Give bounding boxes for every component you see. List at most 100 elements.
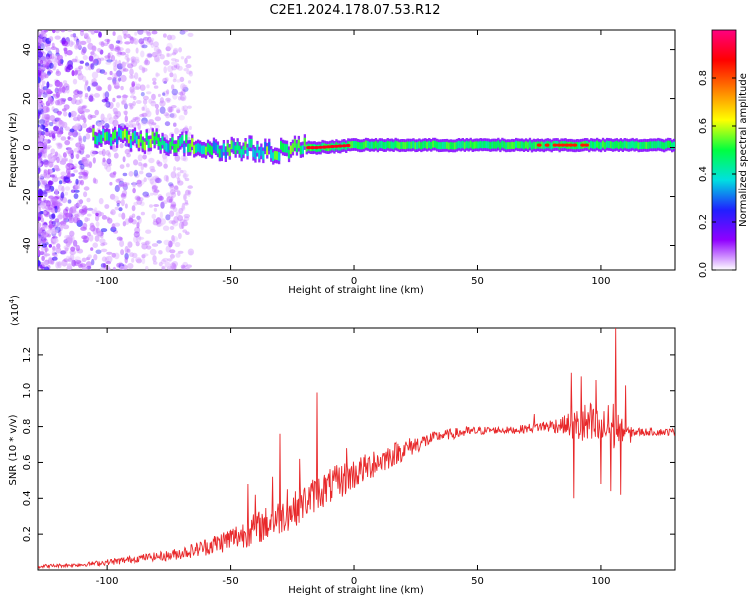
ridge-band-inner	[420, 142, 423, 150]
noise-dot	[60, 192, 65, 199]
noise-dot	[88, 161, 93, 169]
noise-dot	[73, 193, 79, 200]
noise-dot	[121, 61, 125, 69]
noise-dot	[151, 165, 155, 173]
ridge-band-inner	[495, 141, 498, 149]
noise-dot	[56, 156, 60, 163]
noise-dot	[80, 49, 86, 56]
noise-dot	[123, 33, 127, 40]
ridge-band-inner	[116, 135, 119, 145]
noise-dot	[75, 43, 82, 49]
noise-dot	[162, 77, 168, 84]
ridge-band-inner	[264, 142, 267, 151]
ridge-band-inner	[607, 141, 611, 148]
noise-dot	[122, 30, 128, 36]
noise-dot	[161, 266, 165, 270]
snr-line-layer	[38, 328, 675, 570]
noise-dot	[136, 182, 143, 187]
ridge-band-inner	[669, 140, 672, 148]
noise-dot	[120, 199, 125, 207]
noise-dot	[175, 173, 180, 179]
ridge-band-inner	[289, 145, 293, 155]
noise-dot	[38, 130, 43, 136]
ridge-band-inner	[183, 144, 186, 153]
noise-dot	[47, 154, 52, 159]
ridge-band-inner	[619, 141, 622, 148]
noise-dot	[119, 265, 125, 270]
noise-dot	[154, 103, 159, 109]
noise-dot	[104, 91, 110, 99]
ridge-band-inner	[248, 138, 251, 148]
noise-dot	[55, 30, 60, 34]
noise-dot	[49, 214, 56, 220]
ridge-band-inner	[540, 141, 543, 149]
noise-dot	[159, 211, 163, 219]
noise-dot	[133, 38, 139, 45]
noise-dot	[129, 215, 133, 220]
ridge-band-inner	[424, 140, 427, 148]
ridge-band-inner	[445, 141, 449, 149]
ridge-band-inner	[104, 132, 107, 142]
noise-dot	[185, 264, 192, 269]
noise-dot	[66, 149, 73, 154]
noise-dot	[50, 53, 55, 60]
noise-dot	[138, 162, 143, 167]
ridge-band-inner	[647, 141, 650, 149]
noise-dot	[41, 147, 48, 154]
noise-dot	[52, 66, 56, 71]
ridge-band-inner	[360, 142, 364, 150]
noise-dot	[62, 152, 67, 158]
noise-dot	[47, 204, 54, 211]
noise-dot	[104, 267, 111, 270]
noise-dot	[156, 161, 162, 166]
ridge-band-inner	[244, 141, 247, 151]
noise-dot	[185, 231, 190, 235]
noise-dot	[78, 263, 84, 269]
noise-dot	[56, 69, 60, 74]
noise-dot	[76, 217, 81, 223]
ridge-band-inner	[635, 141, 638, 149]
noise-dot	[157, 161, 163, 167]
noise-dot	[78, 209, 85, 214]
ridge-band-inner	[355, 141, 358, 149]
ridge-band-inner	[530, 142, 534, 150]
ridge-band-inner	[509, 142, 512, 150]
ridge-band-inner	[447, 142, 451, 150]
ridge-band-inner	[594, 141, 597, 149]
noise-dot	[180, 94, 187, 102]
noise-dot	[165, 113, 171, 119]
noise-dot	[185, 189, 190, 196]
noise-dot	[54, 35, 61, 40]
noise-dot	[169, 198, 173, 203]
noise-dot	[128, 171, 134, 177]
figure-title: C2E1.2024.178.07.53.R12	[269, 3, 440, 18]
noise-dot	[64, 247, 69, 252]
ridge-band-inner	[528, 140, 532, 148]
noise-dot	[179, 91, 183, 97]
noise-dot	[152, 81, 157, 85]
ridge-band-inner	[414, 142, 417, 150]
noise-dot	[84, 206, 88, 214]
spectrogram-xlabel: Height of straight line (km)	[288, 285, 424, 296]
noise-dot	[176, 79, 181, 83]
noise-dot	[155, 217, 162, 225]
noise-dot	[140, 211, 145, 216]
noise-dot	[55, 47, 60, 55]
ridge-band-inner	[398, 142, 401, 150]
noise-dot	[94, 109, 99, 116]
noise-dot	[180, 264, 186, 269]
noise-dot	[103, 263, 107, 268]
noise-dot	[38, 249, 41, 257]
ridge-band-inner	[475, 141, 478, 149]
noise-dot	[57, 133, 62, 138]
noise-dot	[134, 173, 140, 178]
noise-dot	[81, 156, 88, 162]
noise-dot	[172, 49, 178, 55]
noise-dot	[87, 30, 92, 33]
noise-dot	[42, 33, 48, 38]
noise-dot	[122, 172, 128, 177]
noise-dot	[43, 200, 49, 204]
noise-dot	[148, 157, 155, 164]
noise-dot	[181, 221, 185, 230]
noise-dot	[38, 152, 42, 159]
